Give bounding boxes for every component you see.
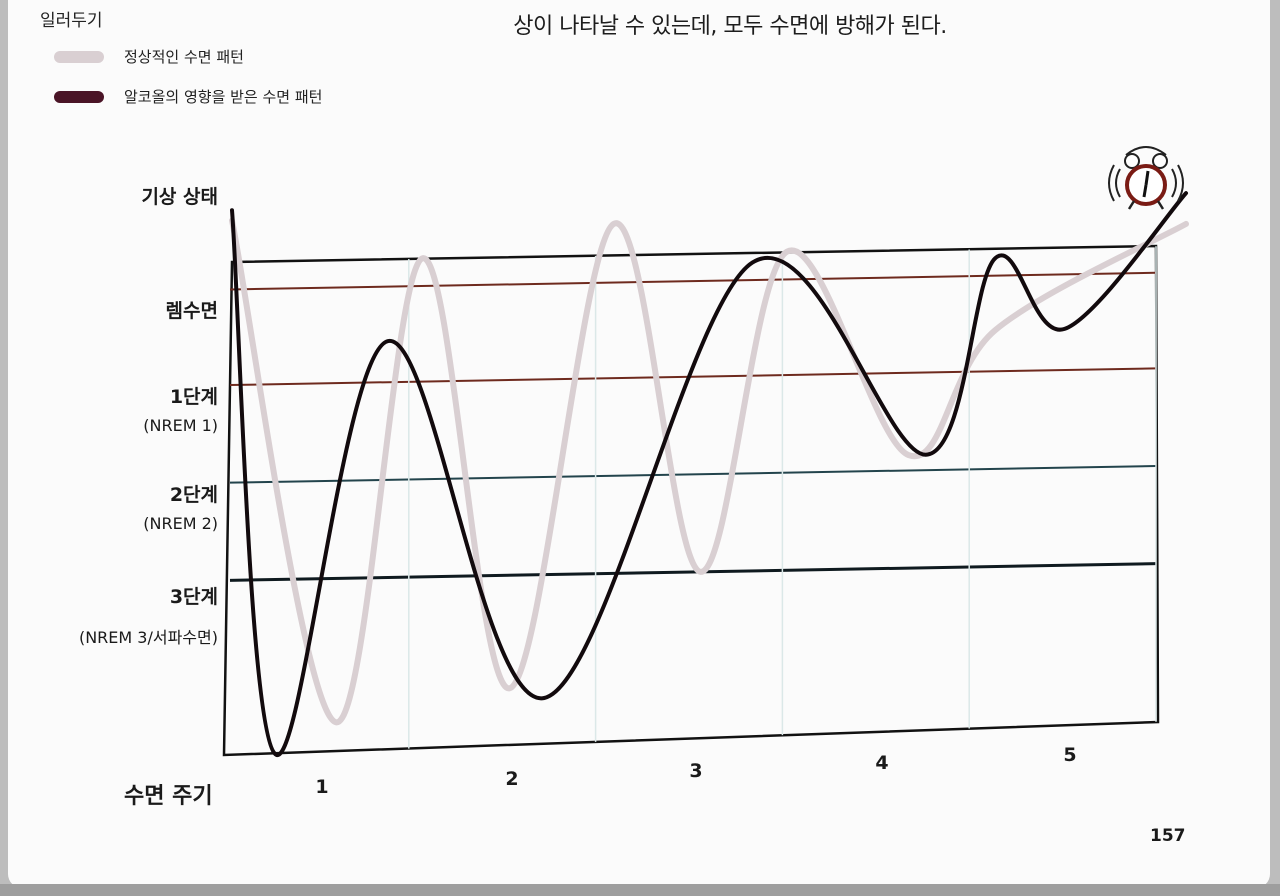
band-line [229, 271, 1157, 291]
legend-swatch-alcohol [54, 91, 104, 103]
legend-label-alcohol: 알코올의 영향을 받은 수면 패턴 [124, 88, 323, 106]
legend-title: 일러두기 [40, 11, 103, 31]
legend-label-normal: 정상적인 수면 패턴 [124, 48, 244, 66]
y-label-rem: 렘수면 [165, 300, 218, 322]
y-label-stage2: 2단계 [169, 484, 218, 506]
alarm-clock-icon [1108, 146, 1184, 210]
x-tick-3: 3 [689, 760, 703, 782]
y-label-wake: 기상 상태 [141, 186, 218, 208]
x-tick-1: 1 [315, 776, 329, 798]
series-line-alcohol [230, 191, 1188, 757]
band-line [229, 367, 1157, 387]
x-tick-4: 4 [875, 752, 889, 774]
band-line [229, 465, 1157, 484]
series-lines [229, 191, 1189, 757]
y-sub-stage3: (NREM 3/서파수면) [78, 628, 218, 647]
band-line [229, 562, 1157, 582]
page-number: 157 [1150, 826, 1186, 846]
cycle-gridlines [408, 246, 1157, 749]
header-text: 상이 나타날 수 있는데, 모두 수면에 방해가 된다. [513, 14, 947, 39]
x-axis-label: 수면 주기 [124, 784, 213, 809]
x-tick-2: 2 [505, 768, 519, 790]
x-tick-5: 5 [1063, 744, 1077, 766]
y-label-stage1: 1단계 [169, 386, 218, 408]
legend-swatch-normal [54, 51, 104, 63]
plot-frame [222, 244, 1160, 757]
level-bands [229, 271, 1157, 582]
page-edge-shadow [0, 884, 1280, 896]
y-sub-stage1: (NREM 1) [143, 416, 218, 435]
series-line-normal [229, 217, 1189, 726]
y-sub-stage2: (NREM 2) [143, 514, 218, 533]
y-label-stage3: 3단계 [169, 586, 218, 608]
